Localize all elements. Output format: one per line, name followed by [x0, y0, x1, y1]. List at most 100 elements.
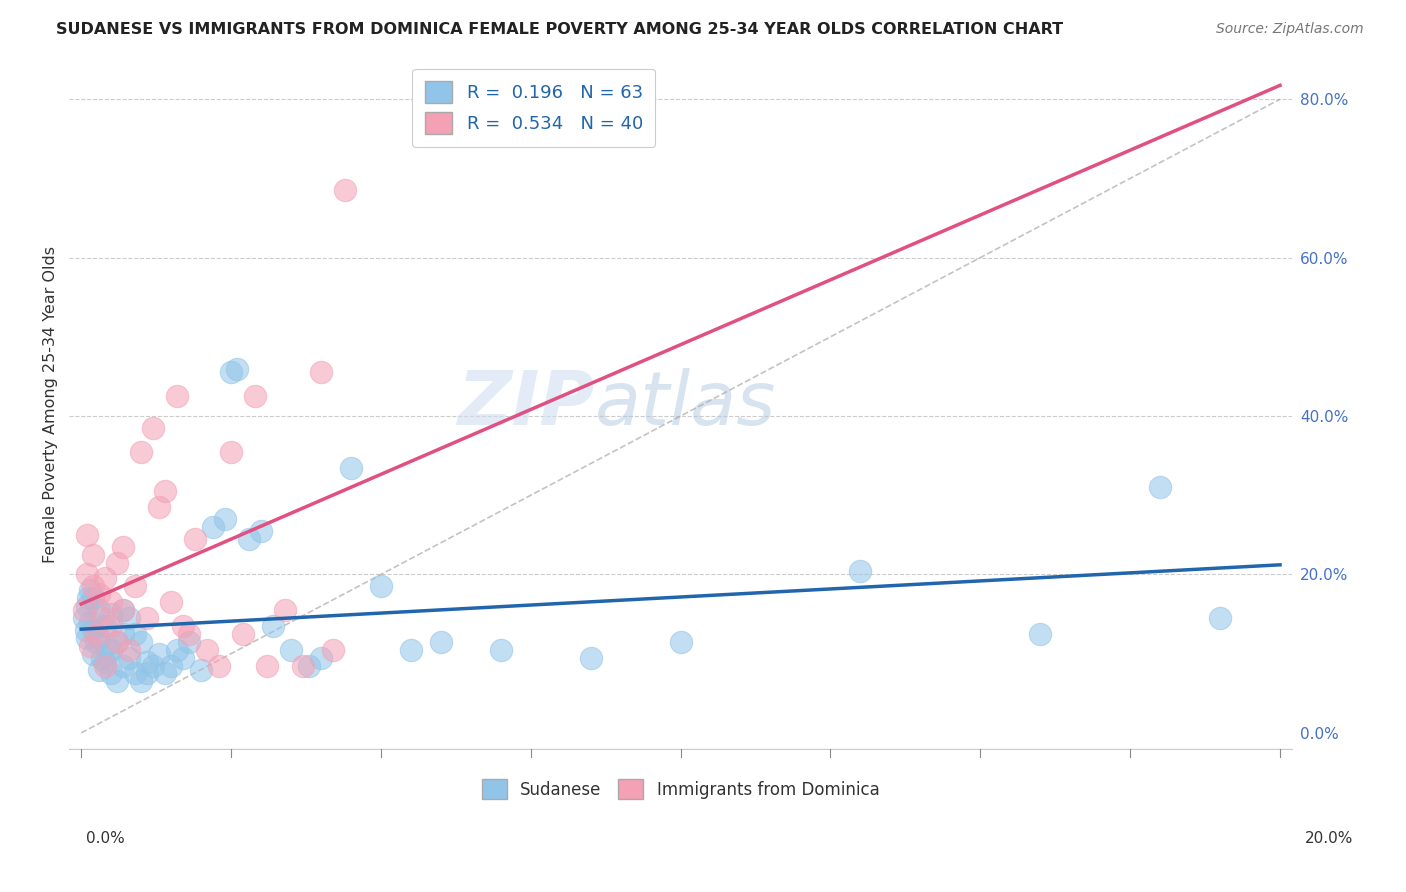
Point: [136, 611, 159, 625]
Point: [112, 603, 135, 617]
Point: [73, 611, 96, 625]
Point: [298, 658, 321, 673]
Point: [190, 663, 212, 677]
Point: [340, 460, 363, 475]
Point: [73, 603, 96, 617]
Point: [238, 532, 260, 546]
Point: [100, 666, 122, 681]
Point: [105, 674, 128, 689]
Point: [79, 583, 101, 598]
Point: [262, 619, 284, 633]
Point: [214, 512, 236, 526]
Point: [1029, 627, 1052, 641]
Point: [322, 642, 344, 657]
Point: [97, 642, 120, 657]
Point: [79, 639, 101, 653]
Point: [100, 619, 122, 633]
Point: [166, 642, 188, 657]
Point: [129, 634, 152, 648]
Point: [309, 650, 332, 665]
Legend: Sudanese, Immigrants from Dominica: Sudanese, Immigrants from Dominica: [475, 772, 886, 805]
Point: [219, 444, 242, 458]
Point: [124, 579, 146, 593]
Point: [118, 611, 141, 625]
Point: [124, 666, 146, 681]
Point: [179, 634, 201, 648]
Point: [153, 666, 176, 681]
Point: [226, 361, 249, 376]
Point: [118, 642, 141, 657]
Point: [280, 642, 302, 657]
Point: [76, 599, 98, 614]
Text: 20.0%: 20.0%: [1305, 831, 1353, 847]
Point: [274, 603, 297, 617]
Text: ZIP: ZIP: [458, 368, 595, 441]
Point: [112, 627, 135, 641]
Point: [84, 634, 107, 648]
Point: [1209, 611, 1232, 625]
Point: [166, 389, 188, 403]
Point: [82, 623, 104, 637]
Point: [243, 389, 266, 403]
Point: [105, 556, 128, 570]
Point: [849, 564, 872, 578]
Point: [112, 658, 135, 673]
Point: [94, 655, 117, 669]
Point: [82, 548, 104, 562]
Point: [129, 674, 152, 689]
Point: [153, 484, 176, 499]
Point: [399, 642, 422, 657]
Point: [256, 658, 278, 673]
Text: atlas: atlas: [595, 368, 776, 440]
Text: Source: ZipAtlas.com: Source: ZipAtlas.com: [1216, 22, 1364, 37]
Point: [94, 571, 117, 585]
Point: [82, 647, 104, 661]
Point: [100, 607, 122, 621]
Point: [89, 587, 111, 601]
Point: [77, 591, 100, 606]
Point: [94, 619, 117, 633]
Point: [129, 444, 152, 458]
Point: [124, 627, 146, 641]
Point: [84, 627, 107, 641]
Point: [1149, 480, 1171, 494]
Point: [76, 528, 98, 542]
Point: [172, 650, 194, 665]
Point: [179, 627, 201, 641]
Point: [136, 666, 159, 681]
Point: [142, 421, 165, 435]
Point: [160, 595, 183, 609]
Point: [148, 647, 170, 661]
Point: [430, 634, 453, 648]
Point: [89, 631, 111, 645]
Point: [333, 183, 356, 197]
Point: [112, 540, 135, 554]
Point: [232, 627, 254, 641]
Point: [91, 611, 114, 625]
Point: [79, 615, 101, 629]
Point: [100, 642, 122, 657]
Point: [160, 658, 183, 673]
Point: [75, 623, 97, 637]
Point: [118, 650, 141, 665]
Point: [172, 619, 194, 633]
Point: [184, 532, 207, 546]
Y-axis label: Female Poverty Among 25-34 Year Olds: Female Poverty Among 25-34 Year Olds: [44, 245, 58, 563]
Point: [579, 650, 602, 665]
Point: [292, 658, 315, 673]
Point: [89, 663, 111, 677]
Point: [370, 579, 392, 593]
Point: [112, 603, 135, 617]
Point: [82, 591, 104, 606]
Point: [94, 658, 117, 673]
Text: 0.0%: 0.0%: [86, 831, 125, 847]
Text: SUDANESE VS IMMIGRANTS FROM DOMINICA FEMALE POVERTY AMONG 25-34 YEAR OLDS CORREL: SUDANESE VS IMMIGRANTS FROM DOMINICA FEM…: [56, 22, 1063, 37]
Point: [195, 642, 218, 657]
Point: [309, 366, 332, 380]
Point: [208, 658, 231, 673]
Point: [76, 631, 98, 645]
Point: [202, 520, 225, 534]
Point: [219, 366, 242, 380]
Point: [76, 567, 98, 582]
Point: [105, 634, 128, 648]
